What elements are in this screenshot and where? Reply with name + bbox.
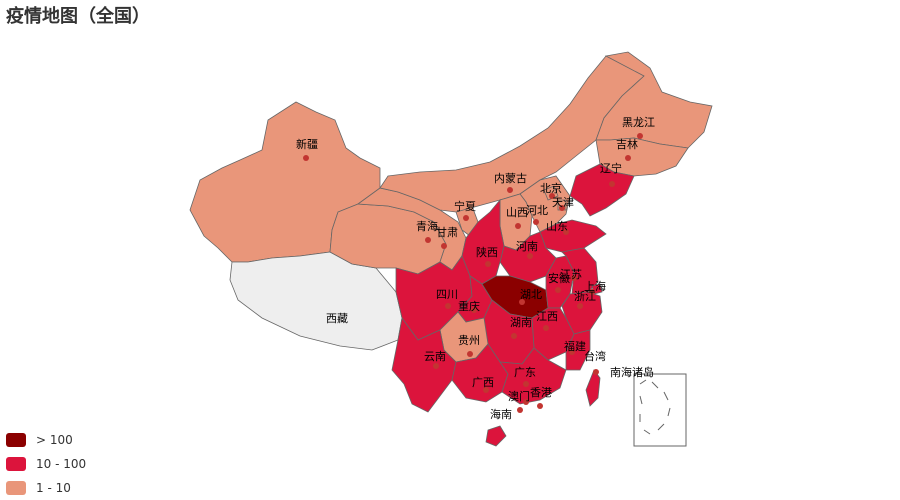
province-markers	[303, 133, 643, 413]
label-hongkong: 香港	[530, 386, 552, 399]
label-xizang: 西藏	[326, 312, 348, 325]
marker-jilin	[625, 155, 631, 161]
marker-zhejiang	[577, 303, 583, 309]
label-anhui: 安徽	[548, 271, 570, 285]
marker-gansu	[441, 243, 447, 249]
label-guangxi: 广西	[472, 376, 494, 389]
label-jilin: 吉林	[616, 137, 638, 151]
marker-hebei	[533, 219, 539, 225]
label-zhejiang: 浙江	[574, 290, 596, 303]
legend-item-high[interactable]: > 100	[6, 428, 86, 452]
label-beijing: 北京	[540, 181, 562, 195]
marker-neimenggu	[507, 187, 513, 193]
label-macau: 澳门	[508, 389, 530, 403]
marker-shandong	[563, 229, 569, 235]
province-guangdong[interactable]	[499, 347, 567, 405]
marker-shanghai	[589, 289, 595, 295]
label-guangdong: 广东	[514, 366, 536, 379]
label-shanghai: 上海	[584, 279, 606, 293]
province-taiwan[interactable]	[585, 369, 601, 407]
legend-label-mid: 10 - 100	[36, 457, 87, 471]
legend-label-low: 1 - 10	[36, 481, 71, 495]
label-jiangxi: 江西	[536, 310, 558, 323]
marker-ningxia	[463, 215, 469, 221]
province-hainan[interactable]	[485, 425, 507, 447]
south-china-sea-inset	[633, 373, 687, 447]
label-gansu: 甘肃	[436, 226, 458, 239]
marker-taiwan	[593, 369, 599, 375]
marker-guizhou	[467, 351, 473, 357]
legend: > 100 10 - 100 1 - 10	[6, 428, 86, 500]
page-title: 疫情地图（全国）	[6, 6, 150, 27]
marker-hongkong	[537, 403, 543, 409]
label-taiwan: 台湾	[584, 349, 606, 363]
province-labels: 黑龙江 吉林 辽宁 内蒙古 北京 天津 河北 山西 山东 河南 新疆 西藏 青海…	[296, 116, 655, 421]
legend-swatch-low	[6, 481, 26, 495]
label-qinghai: 青海	[416, 219, 438, 233]
marker-guangxi	[483, 387, 489, 393]
marker-hunan	[511, 333, 517, 339]
province-fujian[interactable]	[565, 329, 591, 371]
label-fujian: 福建	[564, 339, 586, 353]
marker-xinjiang	[303, 155, 309, 161]
marker-heilongjiang	[637, 133, 643, 139]
marker-guangdong	[523, 381, 529, 387]
label-neimenggu: 内蒙古	[494, 171, 527, 185]
marker-yunnan	[433, 363, 439, 369]
label-nanhai: 南海诸岛	[610, 365, 654, 379]
label-hebei: 河北	[526, 204, 548, 217]
marker-beijing	[549, 193, 555, 199]
marker-shaanxi	[485, 261, 491, 267]
legend-item-mid[interactable]: 10 - 100	[6, 452, 86, 476]
label-hunan: 湖南	[510, 316, 532, 329]
label-sichuan: 四川	[436, 288, 458, 301]
label-shandong: 山东	[546, 220, 568, 233]
legend-swatch-mid	[6, 457, 26, 471]
label-hainan: 海南	[490, 407, 512, 421]
label-heilongjiang: 黑龙江	[622, 116, 655, 129]
marker-tianjin	[559, 205, 565, 211]
marker-henan	[527, 253, 533, 259]
marker-sichuan	[445, 303, 451, 309]
legend-label-high: > 100	[36, 433, 73, 447]
label-henan: 河南	[516, 240, 538, 253]
label-tianjin: 天津	[552, 196, 574, 209]
label-guizhou: 贵州	[458, 334, 480, 347]
label-ningxia: 宁夏	[454, 199, 476, 213]
marker-anhui	[555, 287, 561, 293]
label-liaoning: 辽宁	[600, 161, 622, 175]
marker-shanxi	[515, 223, 521, 229]
province-shandong[interactable]	[539, 219, 607, 253]
marker-macau	[523, 399, 529, 405]
province-liaoning[interactable]	[569, 163, 635, 217]
label-chongqing: 重庆	[458, 299, 480, 313]
marker-chongqing	[471, 307, 477, 313]
label-shanxi: 山西	[506, 206, 528, 219]
label-shaanxi: 陕西	[476, 245, 498, 259]
label-xinjiang: 新疆	[296, 137, 318, 151]
label-yunnan: 云南	[424, 350, 446, 363]
legend-item-low[interactable]: 1 - 10	[6, 476, 86, 500]
marker-jiangsu	[571, 275, 577, 281]
marker-hainan	[517, 407, 523, 413]
label-hubei: 湖北	[520, 288, 542, 301]
marker-hubei	[519, 299, 525, 305]
marker-fujian	[569, 349, 575, 355]
marker-jiangxi	[543, 325, 549, 331]
label-jiangsu: 江苏	[560, 268, 582, 281]
marker-liaoning	[609, 181, 615, 187]
marker-qinghai	[425, 237, 431, 243]
nine-dash-line	[639, 379, 671, 435]
legend-swatch-high	[6, 433, 26, 447]
